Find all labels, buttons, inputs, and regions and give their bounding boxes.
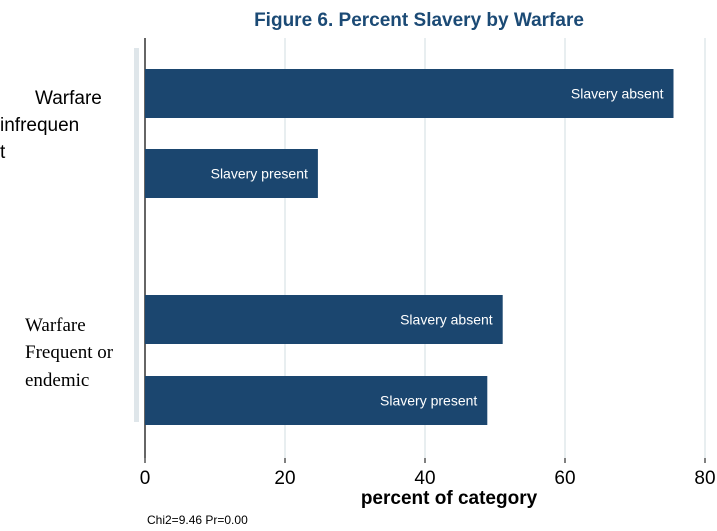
group-label-line: Warfare <box>25 315 86 336</box>
group-label-line: t <box>0 142 6 163</box>
x-tick-label: 0 <box>140 468 151 489</box>
x-axis-title: percent of category <box>361 488 538 509</box>
bar <box>145 149 318 198</box>
group-label-line: infrequen <box>0 115 79 136</box>
x-tick-label: 80 <box>694 468 715 489</box>
bar <box>145 295 503 344</box>
group-label-line: Frequent or <box>25 342 114 363</box>
chi2-note: Chi2=9.46 Pr=0.00 <box>147 513 248 527</box>
x-axis-ticks: 0 20 40 60 80 <box>140 458 716 489</box>
x-tick-label: 40 <box>414 468 435 489</box>
chart-title: Figure 6. Percent Slavery by Warfare <box>254 10 584 31</box>
group-label-warfare-frequent: Warfare Frequent or endemic <box>25 315 118 391</box>
bars: Slavery absent Slavery present Slavery abs… <box>145 69 674 425</box>
x-tick-label: 60 <box>554 468 575 489</box>
plot-left-band <box>134 48 139 422</box>
bar-label: Slavery absent <box>400 312 493 328</box>
bar <box>145 69 674 118</box>
group-label-line: endemic <box>25 370 89 391</box>
bar-label: Slavery present <box>380 393 477 409</box>
bar-label: Slavery absent <box>571 86 664 102</box>
x-tick-label: 20 <box>274 468 295 489</box>
group-label-warfare-infrequent: Warfare infrequen t <box>0 88 107 163</box>
bar <box>145 376 488 425</box>
bar-label: Slavery present <box>211 166 308 182</box>
group-label-line: Warfare <box>35 88 102 109</box>
